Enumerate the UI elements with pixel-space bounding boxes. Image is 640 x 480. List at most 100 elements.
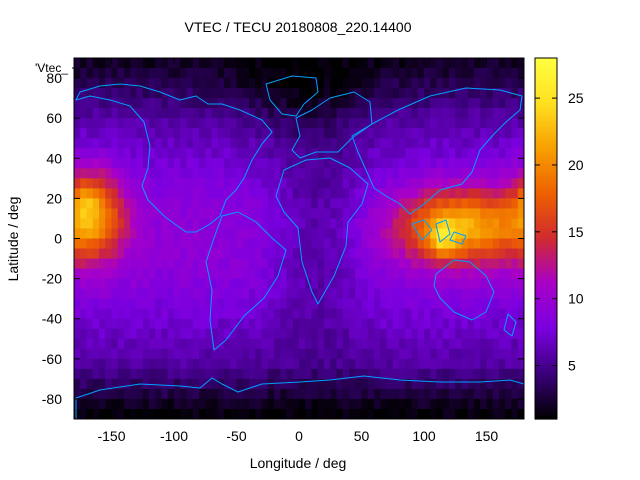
heat-cell	[267, 198, 275, 210]
heat-cell	[242, 368, 250, 380]
y-tick-label: 60	[46, 110, 62, 126]
heat-cell	[324, 128, 331, 139]
heat-cell	[386, 68, 394, 79]
heat-cell	[261, 318, 269, 330]
heat-cell	[411, 388, 419, 400]
heat-cell	[411, 308, 419, 320]
colorbar-segment	[535, 208, 557, 213]
heat-cell	[149, 218, 156, 230]
heat-cell	[480, 58, 488, 69]
colorbar-segment	[535, 199, 557, 203]
heat-cell	[261, 298, 269, 310]
heat-cell	[342, 338, 350, 350]
heat-cell	[317, 198, 325, 210]
heat-cell	[99, 158, 106, 169]
heat-cell	[92, 408, 100, 419]
heat-cell	[511, 298, 519, 310]
heat-cell	[392, 338, 400, 350]
heat-cell	[242, 108, 250, 119]
heat-cell	[455, 68, 463, 79]
heat-cell	[305, 98, 313, 109]
heat-cell	[180, 238, 188, 250]
heat-cell	[455, 58, 463, 69]
heat-cell	[286, 98, 294, 109]
heat-cell	[192, 328, 200, 340]
heat-cell	[255, 318, 263, 330]
heat-cell	[111, 108, 119, 119]
heat-cell	[274, 68, 281, 79]
heat-cell	[274, 318, 281, 330]
heat-cell	[167, 258, 175, 270]
heat-cell	[336, 168, 344, 179]
heat-cell	[461, 348, 469, 360]
heat-cell	[161, 238, 169, 250]
heat-cell	[161, 58, 169, 69]
heat-cell	[361, 348, 369, 360]
heat-cell	[224, 378, 231, 390]
heat-cell	[80, 68, 88, 79]
heat-cell	[267, 288, 275, 300]
heat-cell	[499, 338, 506, 350]
heat-cell	[230, 98, 238, 109]
heat-cell	[442, 188, 450, 199]
heat-cell	[249, 368, 256, 380]
heat-cell	[249, 328, 256, 340]
heat-cell	[517, 108, 524, 119]
heat-cell	[511, 348, 519, 360]
heat-cell	[167, 248, 175, 260]
heat-cell	[455, 168, 463, 179]
heat-cell	[292, 368, 300, 380]
heat-cell	[392, 408, 400, 419]
heat-cell	[455, 378, 463, 390]
heat-cell	[342, 178, 350, 189]
heat-cell	[224, 188, 231, 199]
heat-cell	[242, 218, 250, 230]
heat-cell	[461, 198, 469, 210]
heat-cell	[111, 188, 119, 199]
heat-cell	[255, 288, 263, 300]
heat-cell	[142, 58, 150, 69]
heat-cell	[142, 78, 150, 89]
heat-cell	[99, 358, 106, 370]
heat-cell	[161, 78, 169, 89]
heat-cell	[255, 88, 263, 99]
heat-cell	[249, 358, 256, 370]
heat-cell	[186, 68, 194, 79]
heat-cell	[192, 388, 200, 400]
heat-cell	[267, 378, 275, 390]
heat-cell	[374, 238, 381, 250]
heat-cell	[417, 208, 425, 220]
heat-cell	[467, 378, 475, 390]
heat-cell	[311, 398, 319, 410]
heat-cell	[111, 288, 119, 300]
heat-cell	[111, 128, 119, 139]
heat-cell	[249, 318, 256, 330]
heat-cell	[374, 148, 381, 159]
heat-cell	[499, 268, 506, 280]
colorbar-segment	[535, 370, 557, 375]
heat-cell	[467, 248, 475, 260]
heat-cell	[455, 368, 463, 380]
heat-cell	[336, 248, 344, 260]
heat-cell	[92, 148, 100, 159]
heat-cell	[155, 138, 163, 149]
heat-cell	[292, 298, 300, 310]
heat-cell	[492, 138, 500, 149]
heat-cell	[255, 58, 263, 69]
heat-cell	[449, 138, 456, 149]
heat-cell	[161, 268, 169, 280]
heat-cell	[86, 158, 94, 169]
heat-cell	[124, 358, 131, 370]
heat-cell	[342, 98, 350, 109]
heat-cell	[342, 168, 350, 179]
colorbar-tick-label: 10	[568, 291, 584, 307]
heat-cell	[205, 388, 213, 400]
heat-cell	[361, 228, 369, 240]
heat-cell	[405, 248, 413, 260]
heat-cell	[99, 298, 106, 310]
heat-cell	[411, 218, 419, 230]
heat-cell	[467, 258, 475, 270]
heat-cell	[424, 318, 431, 330]
heat-cell	[205, 138, 213, 149]
colorbar-segment	[535, 346, 557, 351]
